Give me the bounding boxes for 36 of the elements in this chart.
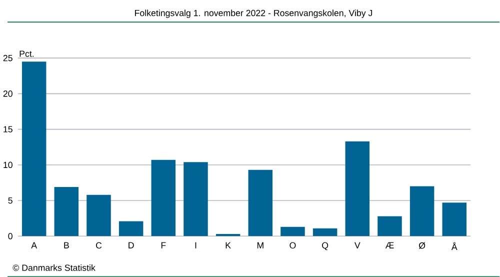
x-tick-label: D — [128, 242, 134, 248]
bar — [184, 162, 208, 236]
bar — [312, 228, 338, 236]
bar — [442, 202, 467, 236]
bar — [118, 220, 144, 236]
bar — [378, 216, 402, 236]
y-tick-label: 5 — [8, 197, 12, 204]
bar — [280, 226, 305, 236]
bar — [410, 186, 434, 236]
y-tick-label: 15 — [4, 126, 12, 132]
x-tick-label: I — [195, 242, 196, 248]
y-tick-label: 25 — [3, 54, 12, 61]
y-axis-title: Pct. — [20, 50, 34, 57]
chart-title: Folketingsvalg 1. november 2022 - Rosenvangskolen, Viby J — [135, 9, 372, 18]
x-tick-label: K — [226, 242, 231, 248]
y-tick-label: 0 — [8, 232, 12, 240]
x-tick-label: Æ — [385, 242, 394, 248]
x-tick-label: C — [96, 242, 102, 248]
x-tick-label: A — [31, 242, 38, 248]
x-tick-label: V — [354, 242, 360, 248]
bar — [86, 194, 111, 236]
x-tick-label: F — [161, 242, 166, 248]
x-tick-label: Ø — [418, 242, 426, 249]
x-tick-label: Q — [322, 242, 328, 250]
x-tick-label: M — [257, 242, 264, 248]
bar — [345, 141, 370, 236]
y-tick-label: 10 — [4, 162, 12, 168]
x-tick-label: B — [64, 242, 69, 248]
text: © Danmarks Statistik — [12, 264, 96, 271]
bar — [151, 160, 176, 236]
bar — [54, 186, 79, 236]
bar — [248, 170, 273, 236]
x-tick-label: Å — [451, 242, 458, 250]
y-tick-label: 20 — [3, 90, 12, 97]
bar — [22, 61, 46, 236]
x-tick-label: O — [290, 242, 296, 248]
